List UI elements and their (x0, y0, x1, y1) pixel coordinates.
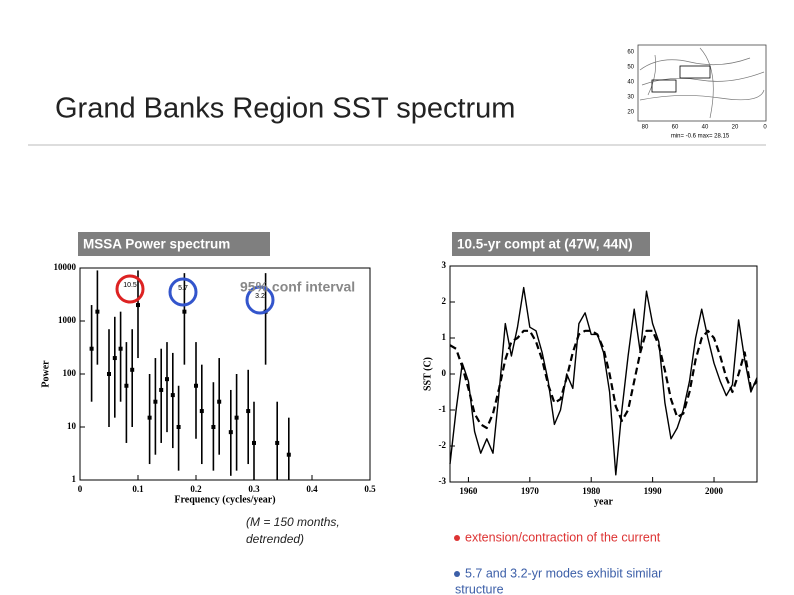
point (211, 425, 216, 429)
chart-header-bg (452, 232, 650, 256)
slide-title: Grand Banks Region SST spectrum (55, 93, 515, 125)
note: detrended) (246, 532, 304, 546)
chart: MSSA Power spectrum 1 10 100 1000 10000 0 0.1 0.… (40, 232, 376, 505)
peak-label: 3.2 (255, 293, 265, 300)
chart-header-bg (78, 232, 270, 256)
point (286, 452, 291, 457)
bullet: extension/contraction of the current (465, 530, 661, 544)
point (252, 440, 256, 445)
map-lon-label: 40 (702, 125, 709, 131)
map-lon-label: 20 (732, 125, 739, 131)
point (246, 409, 251, 414)
y-tick-label: -2 (439, 440, 447, 450)
map-frame (637, 44, 767, 122)
bullet-dot (454, 571, 460, 577)
chart: 10.5-yr compt at (47W, 44N) -3 -2 -1 0 1 2 3 196… (422, 232, 758, 507)
map-lat-label: 20 (627, 110, 634, 116)
point (170, 393, 175, 398)
map-lat-label: 40 (627, 80, 634, 86)
map-caption: min= -0.6 max= 28.15 (671, 134, 730, 140)
point (130, 367, 135, 372)
y-tick-label: 1000 (58, 315, 77, 325)
x-tick-label: 0.2 (190, 484, 202, 494)
y-tick-label: 3 (442, 260, 447, 270)
x-tick-label: 1980 (582, 486, 601, 496)
point (89, 346, 94, 351)
map-contours (639, 47, 765, 119)
y-axis-label: Power (40, 360, 51, 388)
map-inset (637, 44, 767, 122)
map-lat-label: 60 (627, 50, 634, 56)
x-tick-label: 0.1 (132, 484, 144, 494)
y-tick-label: 2 (442, 296, 447, 306)
plot-frame (449, 265, 758, 483)
y-tick-label: 1 (442, 332, 447, 342)
x-tick-label: 1970 (521, 486, 540, 496)
x-axis-label: year (594, 496, 613, 507)
peak-label: 5.7 (178, 285, 188, 292)
x-tick-label: 0.5 (364, 484, 376, 494)
bullet-dot (454, 535, 460, 541)
y-tick-label: -3 (439, 476, 447, 486)
x-tick-label: 0.3 (248, 484, 260, 494)
y-tick-label: -1 (439, 404, 447, 414)
series-line (449, 329, 758, 430)
chart-title: 10.5-yr compt at (47W, 44N) (457, 237, 633, 252)
point (199, 409, 204, 414)
x-tick-label: 0.4 (306, 484, 318, 494)
x-tick-label: 1960 (459, 486, 478, 496)
point (159, 387, 164, 392)
y-tick-label: 0 (442, 368, 447, 378)
x-tick-label: 2000 (705, 486, 724, 496)
map-box (679, 65, 711, 79)
point (217, 399, 222, 404)
point (118, 346, 123, 351)
note: (M = 150 months, (246, 515, 340, 529)
point (147, 415, 152, 420)
point (112, 356, 117, 361)
point (275, 440, 280, 445)
map-lat-label: 30 (627, 95, 634, 101)
point (107, 372, 111, 376)
point (182, 309, 187, 314)
map-lat-label: 50 (627, 65, 634, 71)
x-axis-label: Frequency (cycles/year) (174, 494, 275, 505)
y-tick-label: 1 (72, 474, 77, 484)
y-tick-label: 10 (67, 421, 77, 431)
point (194, 383, 198, 388)
point (153, 399, 158, 404)
series-line (449, 286, 758, 476)
point (136, 303, 140, 308)
chart-title: MSSA Power spectrum (83, 237, 230, 252)
y-tick-label: 10000 (54, 262, 77, 272)
point (124, 383, 129, 388)
annotation: 95% conf interval (240, 279, 355, 295)
bullet: 5.7 and 3.2-yr modes exhibit similar (465, 566, 662, 580)
x-tick-label: 1990 (644, 486, 663, 496)
point (234, 415, 239, 420)
point (228, 430, 233, 435)
highlight-circle (168, 277, 198, 307)
map-box (651, 79, 677, 93)
highlight-circle (245, 285, 275, 315)
map-lon-label: 60 (672, 125, 679, 131)
x-tick-label: 0 (78, 484, 83, 494)
point (176, 425, 181, 429)
map-lon-label: 80 (642, 125, 649, 131)
map-lon-label: 0 (763, 125, 767, 131)
y-axis-label: SST (C) (422, 357, 433, 391)
point (165, 377, 169, 382)
y-tick-label: 100 (63, 368, 77, 378)
bullet: structure (455, 582, 504, 595)
highlight-circle (115, 274, 145, 304)
peak-label: 10.5 (123, 282, 137, 289)
point (95, 309, 100, 314)
